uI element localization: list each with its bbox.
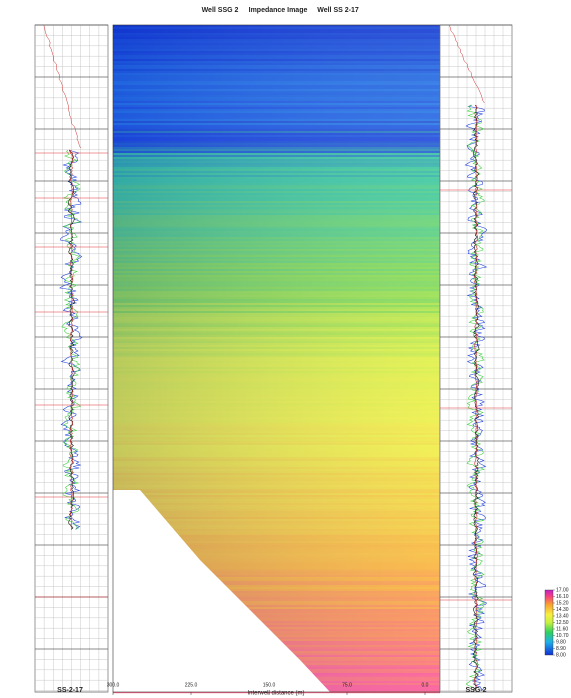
x-tick-label: 225.0 [185, 682, 198, 688]
colorbar-tick-label: 8.00 [556, 652, 566, 658]
no-data-area [113, 490, 330, 692]
colorbar-tick-label: 10.70 [556, 633, 569, 639]
log-curve [59, 149, 83, 530]
title-center: Impedance Image [249, 7, 308, 14]
colorbar-tick-label: 9.80 [556, 639, 566, 645]
x-tick-label: 300.0 [107, 682, 120, 688]
log-curve [472, 104, 480, 691]
colorbar [544, 589, 554, 656]
colorbar-tick-label: 16.10 [556, 594, 569, 600]
left-well-label: SS-2-17 [57, 687, 83, 694]
colorbar-tick-label: 17.00 [556, 587, 569, 593]
title-right: Well SS 2-17 [317, 7, 359, 14]
log-curve [61, 149, 81, 530]
title-left: Well SSG 2 [202, 7, 239, 14]
colorbar-tick-label: 14.30 [556, 607, 569, 613]
x-tick-label: 75.0 [342, 682, 352, 688]
colorbar-tick-label: 15.20 [556, 600, 569, 606]
colorbar-tick-label: 8.90 [556, 646, 566, 652]
colorbar-tick-label: 12.50 [556, 620, 569, 626]
log-curve [43, 24, 81, 149]
log-curve [465, 104, 486, 691]
right-well-label: SSG-2 [465, 687, 486, 694]
colorbar-tick-label: 13.40 [556, 613, 569, 619]
colorbar-tick-label: 11.60 [556, 626, 568, 632]
log-curve [448, 24, 485, 104]
x-tick-label: 0.0 [422, 682, 429, 688]
log-curve [69, 149, 74, 530]
x-axis-label: Interwell distance (m) [247, 691, 304, 697]
log-curve [474, 104, 479, 691]
x-tick-label: 150.0 [263, 682, 276, 688]
